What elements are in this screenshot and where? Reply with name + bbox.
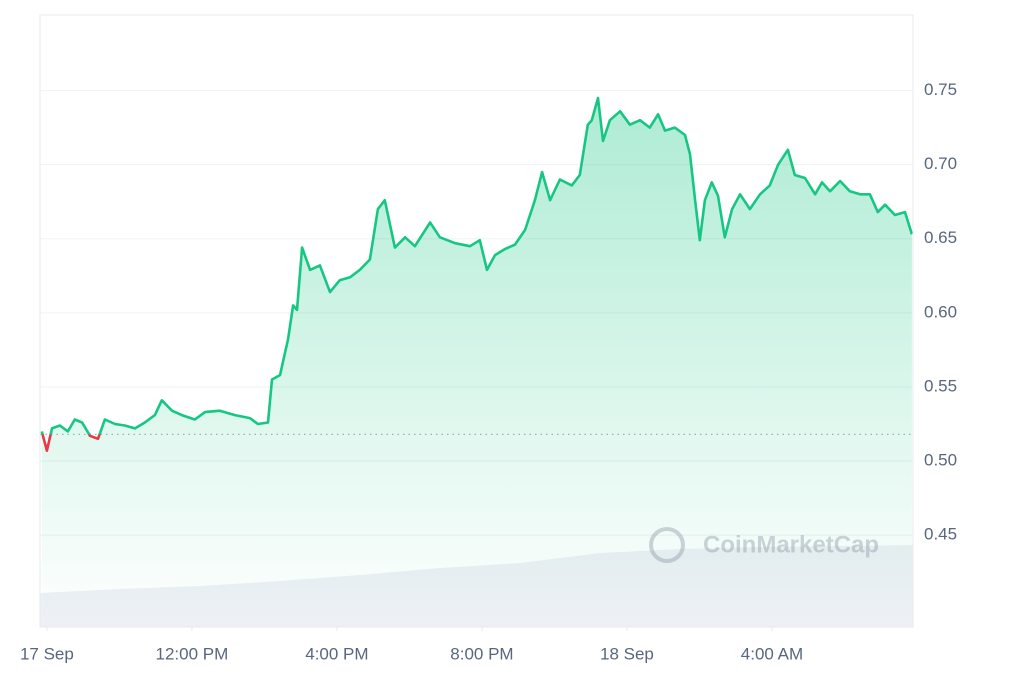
price-area bbox=[41, 98, 912, 627]
y-tick-label: 0.55 bbox=[924, 376, 957, 395]
y-tick-label: 0.45 bbox=[924, 525, 957, 544]
x-tick-label: 12:00 PM bbox=[156, 644, 229, 663]
x-tick-label: 17 Sep bbox=[20, 644, 74, 663]
x-tick-label: 18 Sep bbox=[600, 644, 654, 663]
y-tick-label: 0.50 bbox=[924, 451, 957, 470]
y-tick-label: 0.60 bbox=[924, 302, 957, 321]
x-tick-label: 4:00 PM bbox=[305, 644, 368, 663]
y-tick-label: 0.65 bbox=[924, 228, 957, 247]
y-tick-label: 0.75 bbox=[924, 80, 957, 99]
price-line bbox=[40, 96, 914, 452]
plot bbox=[40, 96, 914, 627]
x-tick-label: 4:00 AM bbox=[741, 644, 803, 663]
watermark-text: CoinMarketCap bbox=[703, 531, 879, 558]
x-tick-label: 8:00 PM bbox=[450, 644, 513, 663]
watermark: CoinMarketCap bbox=[649, 527, 879, 563]
y-tick-label: 0.70 bbox=[924, 154, 957, 173]
plot-frame bbox=[39, 14, 914, 628]
